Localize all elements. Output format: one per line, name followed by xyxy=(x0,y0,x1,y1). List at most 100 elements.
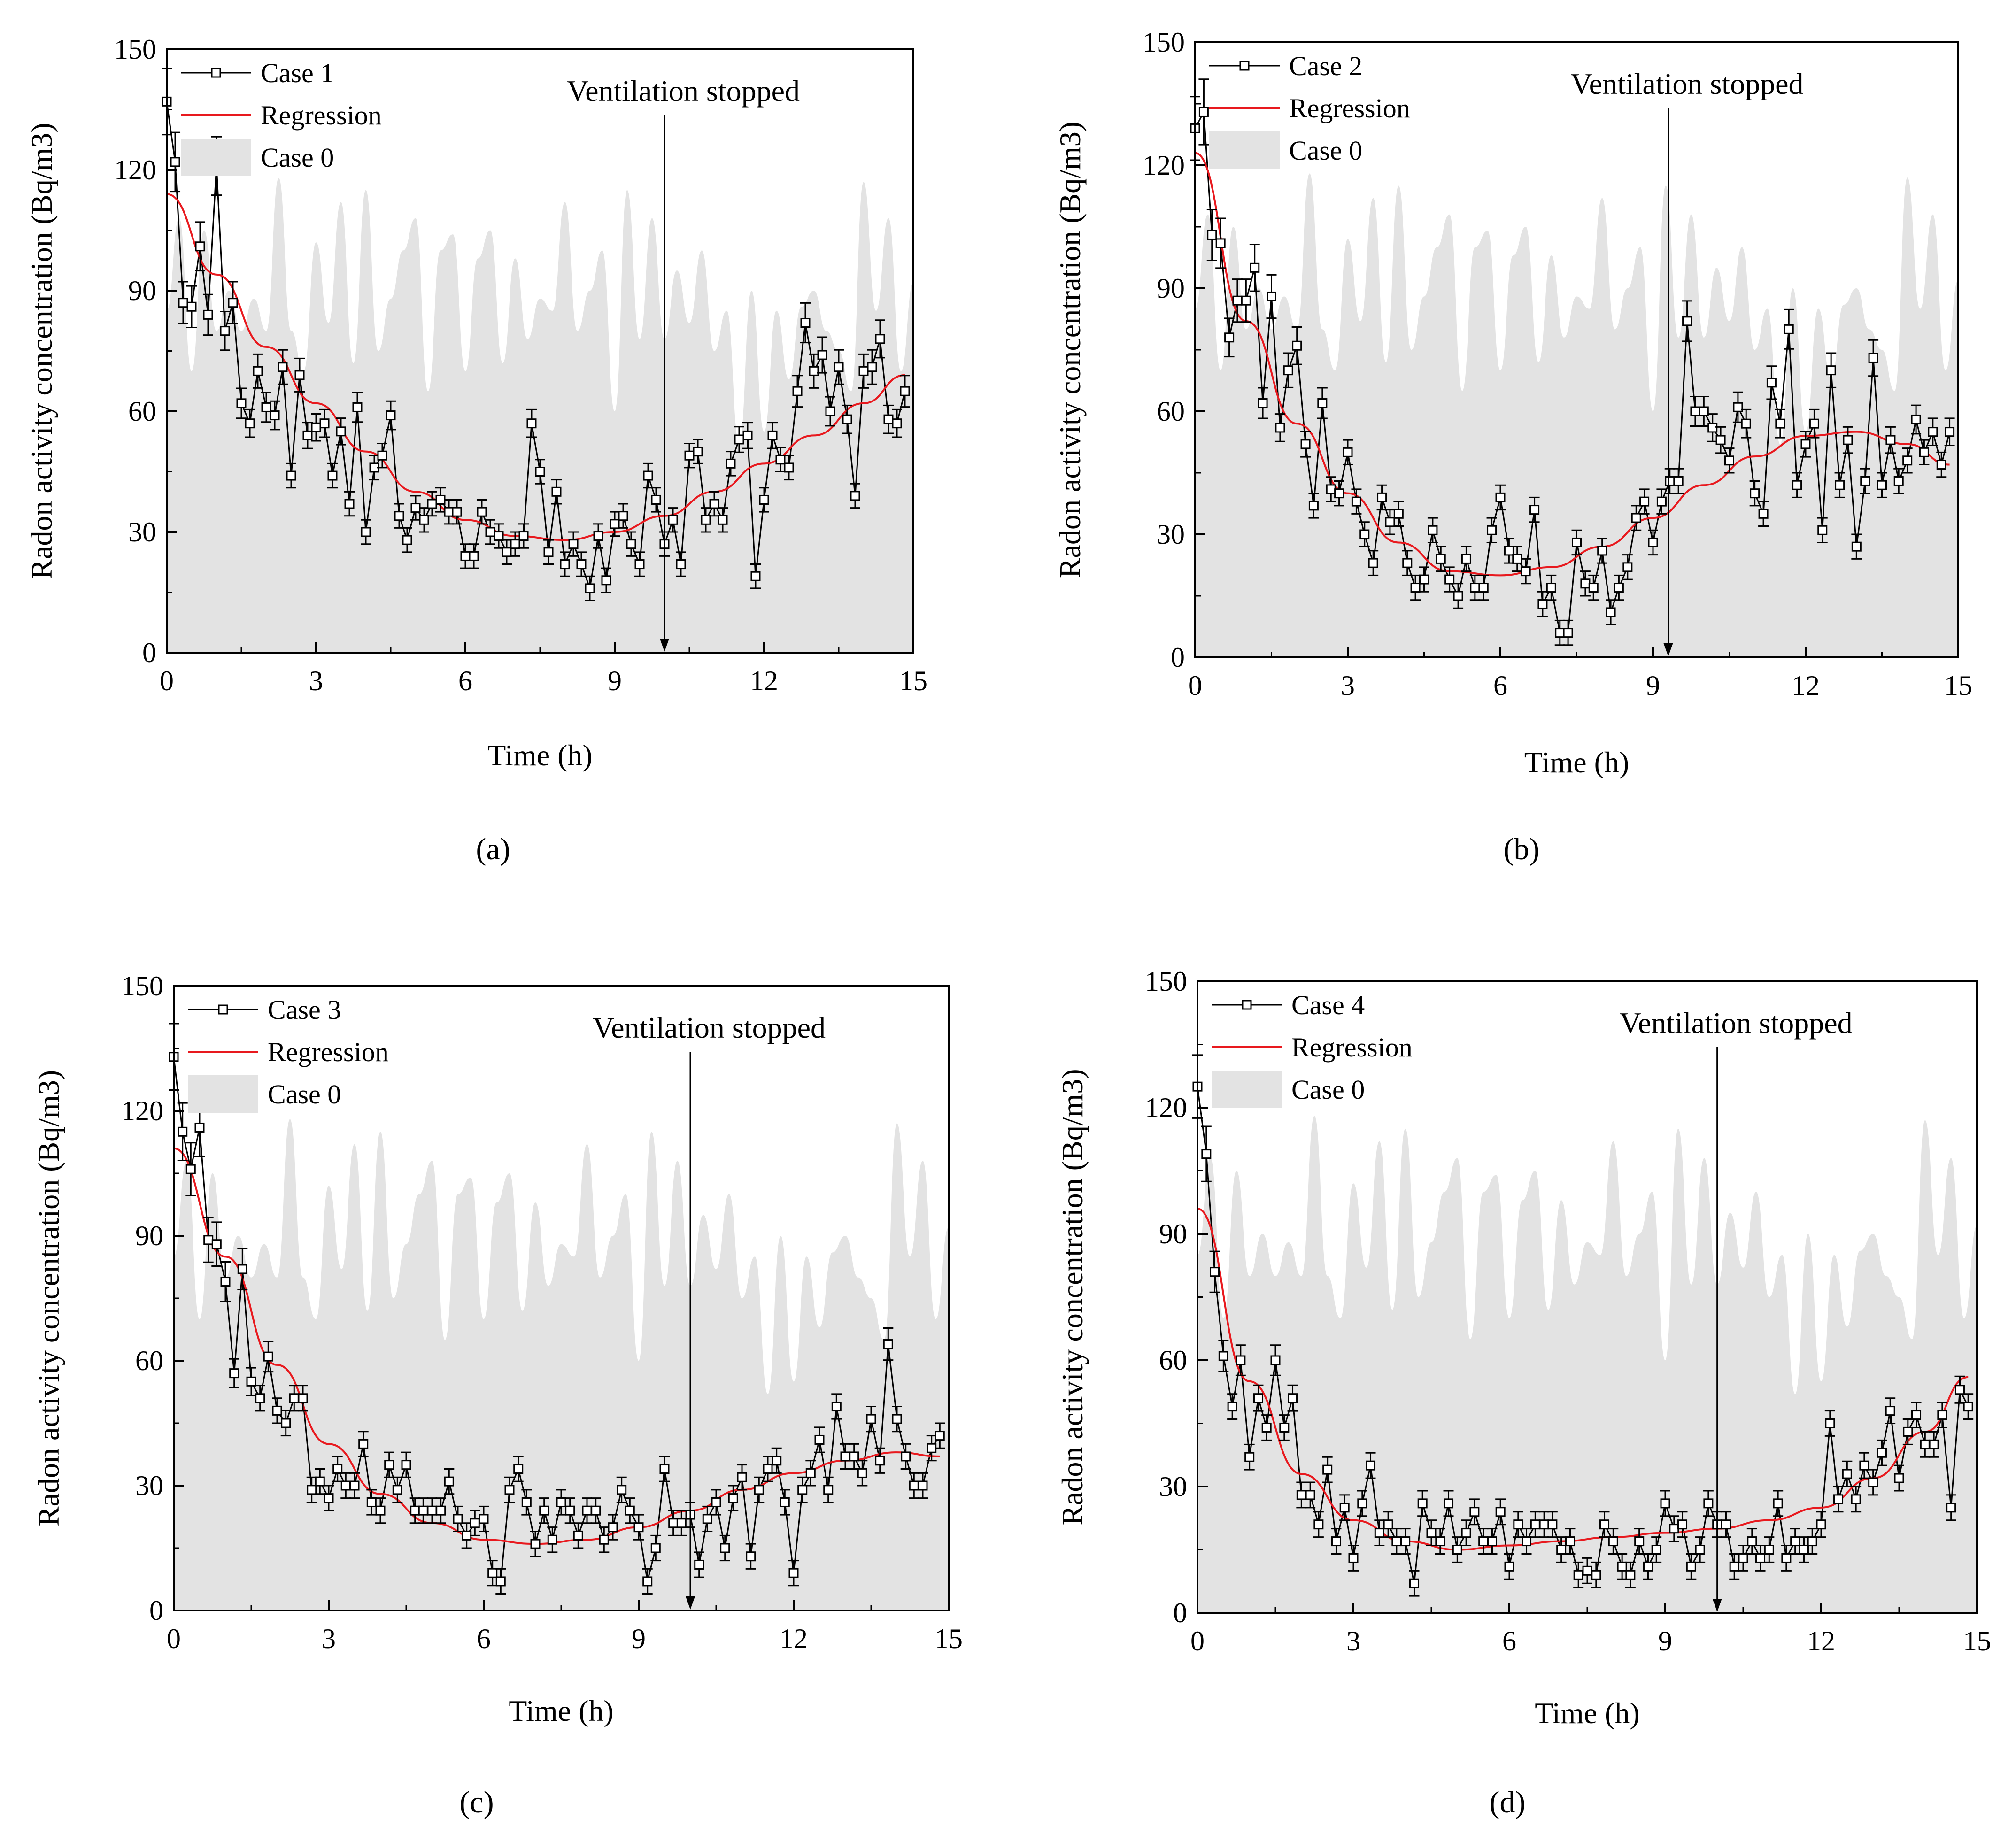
regression-curve xyxy=(173,1147,940,1545)
data-point xyxy=(1400,1536,1411,1547)
data-point xyxy=(617,1485,627,1495)
data-point xyxy=(185,1164,196,1174)
data-point xyxy=(1741,418,1751,429)
x-tick-label: 0 xyxy=(160,665,174,696)
legend-case0-label: Case 0 xyxy=(261,142,334,173)
data-point xyxy=(1817,525,1828,535)
data-point xyxy=(1617,1561,1627,1572)
y-axis-label: Radon activity concentration (Bq/m3) xyxy=(32,1070,65,1526)
data-point xyxy=(518,531,529,541)
data-point xyxy=(792,386,803,396)
data-point xyxy=(1656,496,1667,507)
data-point xyxy=(809,366,819,376)
data-point xyxy=(591,1505,601,1516)
data-point xyxy=(560,559,570,570)
data-point xyxy=(1470,583,1480,593)
data-point xyxy=(286,470,296,481)
data-point xyxy=(1792,480,1802,490)
x-tick-label: 3 xyxy=(1341,670,1355,701)
data-point xyxy=(1885,1406,1895,1416)
data-point xyxy=(253,366,263,376)
data-point xyxy=(1351,496,1361,507)
data-point xyxy=(1893,476,1904,486)
data-point xyxy=(643,470,653,481)
data-point xyxy=(324,1493,334,1503)
data-point xyxy=(349,1480,360,1491)
data-point xyxy=(1556,1545,1567,1555)
data-point xyxy=(1833,1494,1844,1504)
data-point xyxy=(1478,1536,1489,1547)
data-point xyxy=(261,402,271,412)
data-point xyxy=(875,334,885,344)
data-point xyxy=(1597,546,1607,556)
data-point xyxy=(1565,1536,1575,1547)
data-point xyxy=(1495,492,1506,502)
data-point xyxy=(327,470,338,481)
data-point xyxy=(246,1376,256,1387)
data-point xyxy=(797,1485,808,1495)
y-tick-label: 0 xyxy=(1171,642,1185,673)
data-point xyxy=(718,515,728,525)
data-point xyxy=(444,507,454,517)
data-point xyxy=(734,434,744,445)
data-point xyxy=(1634,1536,1645,1547)
data-point xyxy=(513,1464,524,1474)
data-point xyxy=(479,1514,489,1524)
x-tick-label: 15 xyxy=(1944,670,1972,701)
data-point xyxy=(1296,1490,1306,1500)
data-point xyxy=(294,370,305,380)
x-tick-label: 12 xyxy=(1792,670,1820,701)
data-point xyxy=(599,1534,609,1545)
data-point xyxy=(436,1505,446,1516)
data-point xyxy=(805,1468,816,1478)
data-point xyxy=(551,486,562,497)
data-point xyxy=(823,1485,834,1495)
x-tick-label: 3 xyxy=(309,665,323,696)
data-point xyxy=(1292,340,1302,351)
data-point xyxy=(1936,460,1946,470)
y-tick-label: 150 xyxy=(121,971,163,1002)
data-point xyxy=(526,418,537,429)
data-point xyxy=(918,1480,928,1491)
data-point xyxy=(1580,578,1591,589)
data-point xyxy=(1843,435,1853,445)
data-point xyxy=(1809,418,1819,429)
case0-area xyxy=(167,178,913,653)
panel-caption: (c) xyxy=(459,1785,494,1819)
annotation-text: Ventilation stopped xyxy=(1620,1006,1853,1040)
data-point xyxy=(668,1518,679,1528)
data-point xyxy=(1835,480,1845,490)
data-point xyxy=(1513,1519,1523,1530)
data-point xyxy=(909,1480,919,1491)
data-point xyxy=(709,499,719,509)
data-point xyxy=(1724,455,1734,466)
data-point xyxy=(1733,402,1743,412)
data-point xyxy=(1963,1402,1973,1412)
data-point xyxy=(1608,1536,1618,1547)
data-point xyxy=(625,1505,635,1516)
data-point xyxy=(344,499,355,509)
data-point xyxy=(1530,1519,1540,1530)
data-point xyxy=(311,422,321,432)
data-point xyxy=(1267,291,1276,301)
legend-regression-label: Regression xyxy=(261,100,382,131)
y-tick-label: 90 xyxy=(135,1220,163,1251)
data-point xyxy=(263,1351,273,1362)
data-point xyxy=(272,1405,282,1416)
data-point xyxy=(676,559,686,570)
data-point xyxy=(780,1497,790,1507)
data-point xyxy=(1929,1439,1939,1449)
data-point xyxy=(302,430,313,440)
data-point xyxy=(892,418,902,429)
data-point xyxy=(1322,1464,1333,1475)
data-point xyxy=(444,1476,454,1487)
data-point xyxy=(742,430,753,440)
data-point xyxy=(1207,230,1217,240)
data-point xyxy=(684,450,695,461)
data-point xyxy=(1529,505,1540,515)
legend-case0-swatch xyxy=(1209,131,1280,169)
data-point xyxy=(1313,1519,1324,1530)
